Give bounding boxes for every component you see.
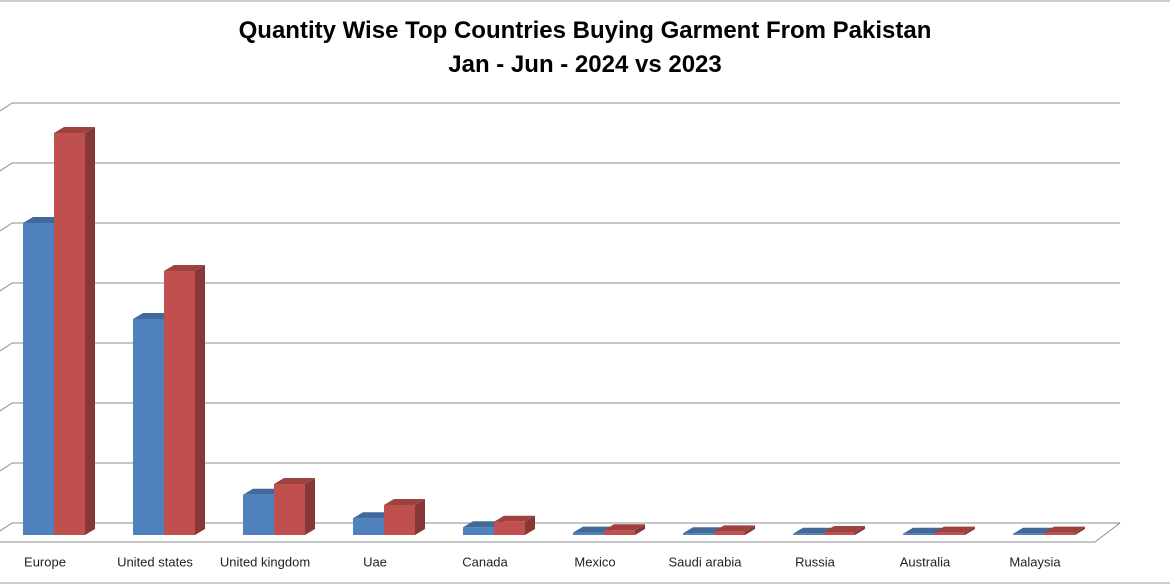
x-tick-label: Canada (462, 554, 508, 569)
bar-top (573, 526, 614, 533)
bar (353, 518, 384, 535)
bar-top (903, 527, 944, 534)
x-tick-label: Malaysia (1009, 554, 1061, 569)
bar-side (1075, 526, 1085, 535)
bar (243, 494, 274, 535)
bar-top (934, 526, 975, 533)
bar-side (195, 265, 205, 535)
bar-top (683, 527, 724, 534)
bar-top (384, 499, 425, 505)
chart-subtitle: Jan - Jun - 2024 vs 2023 (448, 51, 722, 78)
bar (164, 271, 195, 535)
bar (573, 532, 604, 535)
bar (714, 531, 745, 535)
grid-line (0, 282, 13, 292)
floor (0, 522, 1121, 543)
bar-top (164, 265, 205, 271)
bar-top (793, 527, 834, 534)
grid-line (0, 522, 13, 532)
bar-top (1013, 527, 1054, 534)
x-tick-label: Saudi arabia (669, 554, 743, 569)
grid-line (0, 222, 13, 232)
bar-side (635, 524, 645, 535)
bar (604, 530, 635, 535)
bar-side (415, 499, 425, 535)
bar-side (85, 127, 95, 535)
bar-top (1044, 526, 1085, 533)
bar-side (745, 525, 755, 535)
bar-top (604, 524, 645, 531)
x-tick-label: Australia (900, 554, 951, 569)
bar-side (305, 478, 315, 535)
bar-top (54, 127, 95, 133)
x-tick-label: Mexico (574, 554, 615, 569)
chart-title: Quantity Wise Top Countries Buying Garme… (239, 17, 932, 44)
bar-side (965, 526, 975, 535)
bar (23, 223, 54, 535)
bar-side (855, 526, 865, 535)
bar (133, 319, 164, 535)
bar-top (824, 526, 865, 532)
bar (1044, 532, 1075, 535)
x-tick-label: United kingdom (220, 554, 310, 569)
x-tick-label: United states (117, 554, 193, 569)
bar (934, 532, 965, 535)
bar-top (133, 313, 174, 319)
grid-line (0, 342, 13, 352)
bar-top (494, 515, 535, 522)
bar-top (243, 488, 284, 495)
bar (494, 521, 525, 535)
bar (384, 505, 415, 535)
bar (274, 484, 305, 535)
bar-top (714, 525, 755, 532)
x-tick-label: Uae (363, 554, 387, 569)
bar (1013, 533, 1044, 535)
bar (463, 527, 494, 535)
bar-top (274, 478, 315, 484)
grid-line (0, 402, 13, 412)
bar-top (23, 217, 64, 223)
bar (903, 533, 934, 535)
bar (54, 133, 85, 535)
bar-top (353, 512, 394, 519)
x-tick-label: Europe (24, 554, 66, 569)
bar-side (525, 515, 535, 535)
bar (824, 532, 855, 535)
bar (683, 533, 714, 535)
bar (793, 533, 824, 535)
grid-line (0, 462, 13, 472)
grid-line (0, 102, 13, 112)
bar-top (463, 521, 504, 528)
x-tick-label: Russia (795, 554, 836, 569)
grid-line (0, 162, 13, 172)
